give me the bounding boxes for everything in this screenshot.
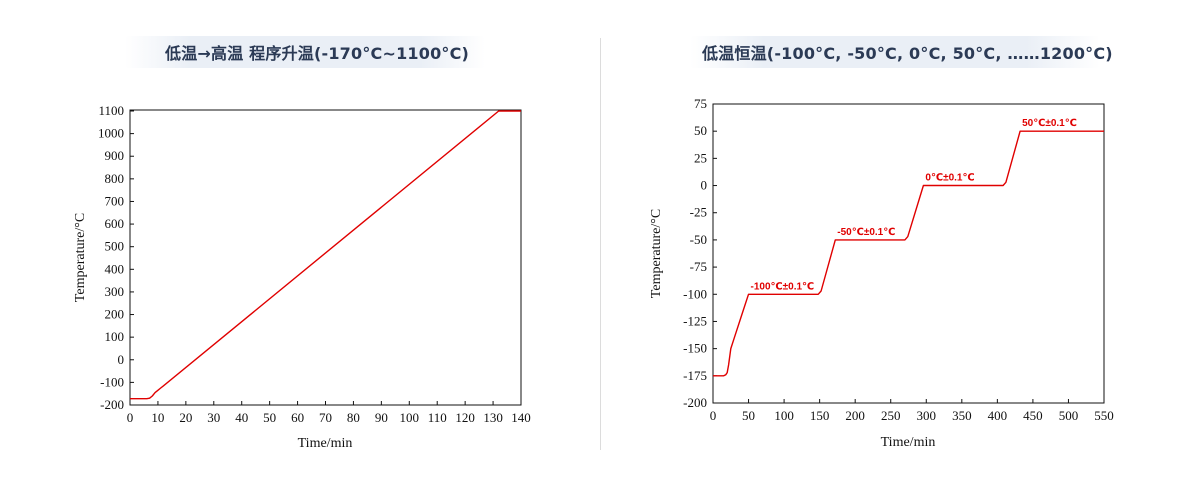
right-y-axis-label: Temperature/°C <box>649 209 664 298</box>
right-y-tick-label: -125 <box>683 313 707 328</box>
right-y-tick-label: 0 <box>701 178 708 193</box>
left-y-axis-label: Temperature/°C <box>73 213 88 302</box>
right-x-tick-label: 300 <box>917 408 937 423</box>
left-x-tick-label: 30 <box>207 410 220 425</box>
right-x-tick-label: 350 <box>952 408 972 423</box>
left-x-tick-label: 100 <box>400 410 420 425</box>
left-y-tick-label: 100 <box>105 329 125 344</box>
left-x-tick-label: 60 <box>291 410 304 425</box>
left-y-tick-label: 300 <box>105 284 125 299</box>
left-y-tick-label: -200 <box>100 397 124 412</box>
right-y-tick-label: -25 <box>690 205 707 220</box>
right-y-tick-label: -100 <box>683 286 707 301</box>
left-x-tick-label: 80 <box>347 410 360 425</box>
left-x-tick-label: 130 <box>483 410 503 425</box>
left-x-axis-label: Time/min <box>298 436 353 451</box>
right-x-tick-label: 0 <box>710 408 717 423</box>
right-annotation: -50℃±0.1℃ <box>837 227 895 238</box>
right-x-tick-label: 400 <box>988 408 1008 423</box>
left-x-tick-label: 110 <box>428 410 447 425</box>
right-x-tick-label: 550 <box>1094 408 1114 423</box>
left-plot-frame <box>130 110 521 405</box>
left-series-line <box>130 111 521 399</box>
right-chart-plot: 0 50 100 150 200 250 300 350 400 450 500 550-200-17… <box>600 0 1200 488</box>
left-x-tick-label: 50 <box>263 410 276 425</box>
right-x-tick-label: 150 <box>810 408 830 423</box>
right-annotation: 0℃±0.1℃ <box>925 173 974 184</box>
right-y-tick-label: -200 <box>683 395 707 410</box>
right-x-tick-label: 100 <box>774 408 794 423</box>
left-x-tick-label: 10 <box>151 410 164 425</box>
left-x-tick-label: 0 <box>127 410 134 425</box>
right-y-tick-label: 50 <box>694 123 707 138</box>
right-x-tick-label: 50 <box>742 408 755 423</box>
right-x-tick-label: 250 <box>881 408 901 423</box>
left-y-tick-label: 700 <box>105 193 125 208</box>
left-y-tick-label: -100 <box>100 374 124 389</box>
right-series-line <box>713 131 1104 376</box>
left-chart-plot: 0 10 20 30 40 50 60 70 80 90 100 110 120 130 140 -200 -1… <box>0 0 600 488</box>
right-x-tick-label: 450 <box>1023 408 1043 423</box>
right-y-tick-label: -75 <box>690 259 707 274</box>
right-x-tick-label: 500 <box>1059 408 1079 423</box>
left-y-tick-label: 200 <box>105 307 125 322</box>
left-y-tick-label: 1100 <box>98 103 124 118</box>
right-y-tick-label: 75 <box>694 96 707 111</box>
left-y-tick-label: 900 <box>105 148 125 163</box>
left-y-tick-label: 0 <box>118 352 125 367</box>
left-x-tick-label: 20 <box>179 410 192 425</box>
left-x-tick-label: 140 <box>511 410 531 425</box>
right-plot-frame <box>713 104 1104 403</box>
left-chart-panel: 低温→高温 程序升温(-170°C~1100°C) 0 10 20 30 40 50 60 7… <box>0 0 600 488</box>
left-x-tick-label: 40 <box>235 410 248 425</box>
left-x-tick-label: 120 <box>455 410 475 425</box>
left-y-tick-label: 400 <box>105 261 125 276</box>
right-x-axis-label: Time/min <box>881 435 936 450</box>
right-annotation: 50℃±0.1℃ <box>1022 118 1077 129</box>
right-chart-panel: 低温恒温(-100°C, -50°C, 0°C, 50°C, ……1200°C)… <box>600 0 1200 488</box>
left-x-tick-label: 90 <box>375 410 388 425</box>
left-y-tick-label: 500 <box>105 239 125 254</box>
left-y-tick-label: 800 <box>105 171 125 186</box>
right-y-tick-label: -150 <box>683 341 707 356</box>
right-x-tick-label: 200 <box>845 408 865 423</box>
left-x-tick-label: 70 <box>319 410 332 425</box>
right-y-tick-label: -175 <box>683 368 707 383</box>
right-y-tick-label: 25 <box>694 150 707 165</box>
right-y-tick-label: -50 <box>690 232 707 247</box>
left-y-tick-label: 1000 <box>98 126 124 141</box>
left-y-tick-label: 600 <box>105 216 125 231</box>
right-annotation: -100℃±0.1℃ <box>751 281 815 292</box>
